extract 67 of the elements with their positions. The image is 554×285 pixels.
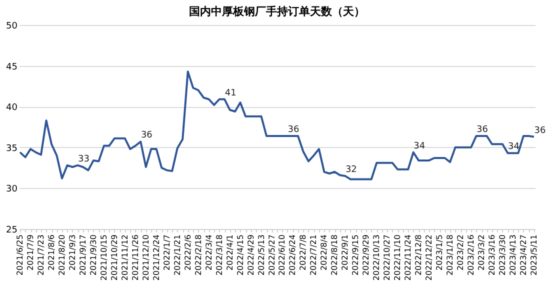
x-tick-label: 2022/1/7 — [162, 234, 172, 270]
data-label: 36 — [476, 124, 488, 135]
y-tick-label: 45 — [6, 62, 18, 72]
x-tick-label: 2022/12/8 — [414, 234, 424, 276]
y-tick-label: 50 — [6, 22, 18, 32]
x-tick-label: 2022/9/15 — [351, 234, 360, 276]
x-tick-label: 2023/4/13 — [508, 234, 518, 276]
x-tick-label: 2022/5/27 — [267, 234, 276, 276]
y-tick-label: 35 — [6, 144, 18, 154]
x-tick-label: 2023/1/5 — [435, 234, 444, 270]
data-label: 36 — [140, 130, 153, 141]
x-tick-label: 2023/5/11 — [529, 234, 538, 276]
data-label: 34 — [508, 142, 520, 152]
x-tick-label: 2023/2/2 — [456, 234, 466, 270]
x-tick-label: 2021/8/6 — [47, 234, 56, 270]
x-tick-label: 2022/1/21 — [172, 234, 182, 276]
x-tick-label: 2022/4/15 — [236, 234, 245, 276]
x-tick-label: 2022/2/18 — [194, 234, 203, 276]
data-label: 36 — [288, 124, 300, 135]
x-tick-label: 2022/11/24 — [404, 234, 413, 281]
x-tick-label: 2021/12/24 — [152, 234, 161, 281]
x-tick-label: 2023/3/16 — [488, 234, 496, 276]
x-tick-label: 2023/1/18 — [446, 234, 455, 276]
x-tick-label: 2022/11/10 — [393, 234, 402, 281]
x-tick-label: 2021/9/3 — [68, 234, 77, 270]
x-tick-label: 2021/10/29 — [110, 234, 119, 281]
x-tick-label: 2023/2/16 — [466, 234, 476, 276]
y-tick-label: 30 — [6, 184, 18, 195]
data-label: 32 — [345, 164, 357, 175]
x-tick-label: 2023/3/30 — [498, 234, 507, 276]
x-tick-label: 2022/4/1 — [225, 234, 234, 270]
x-tick-label: 2021/11/26 — [130, 234, 140, 281]
x-tick-label: 2022/9/1 — [340, 234, 350, 270]
x-tick-label: 2022/8/4 — [320, 234, 329, 270]
x-tick-label: 2021/8/20 — [58, 234, 66, 276]
data-label: 34 — [414, 141, 426, 152]
chart-title: 国内中厚板钢厂手持订单天数（天） — [189, 5, 365, 18]
x-tick-label: 2022/9/29 — [362, 234, 371, 276]
x-tick-label: 2022/4/29 — [246, 234, 256, 276]
x-tick-label: 2022/5/13 — [256, 234, 266, 276]
x-tick-label: 2021/7/9 — [26, 234, 36, 270]
x-tick-label: 2022/6/10 — [278, 234, 287, 276]
x-tick-label: 2023/3/2 — [477, 234, 486, 270]
x-tick-label: 2022/12/22 — [424, 234, 434, 281]
y-tick-label: 40 — [6, 103, 18, 114]
x-tick-label: 2021/9/30 — [88, 234, 98, 276]
x-tick-label: 2022/8/18 — [330, 234, 340, 276]
x-tick-label: 2023/4/27 — [518, 234, 528, 276]
x-tick-label: 2021/10/15 — [99, 234, 108, 281]
y-tick-label: 25 — [6, 226, 18, 236]
x-tick-label: 2022/6/24 — [288, 234, 298, 276]
data-label: 33 — [78, 154, 90, 164]
x-tick-label: 2021/7/23 — [36, 234, 46, 276]
x-tick-label: 2022/3/18 — [214, 234, 224, 276]
line-series — [19, 70, 535, 180]
x-tick-label: 2021/12/10 — [141, 234, 150, 281]
x-tick-label: 2022/10/27 — [382, 234, 392, 281]
x-tick-label: 2021/9/17 — [78, 234, 88, 276]
x-tick-label: 2021/6/25 — [16, 234, 25, 276]
data-label: 36 — [534, 126, 546, 136]
x-tick-label: 2022/7/21 — [309, 234, 318, 276]
x-tick-label: 2022/2/6 — [183, 234, 192, 270]
x-tick-label: 2021/11/12 — [120, 234, 130, 281]
x-tick-label: 2022/10/13 — [372, 234, 382, 281]
data-label: 41 — [224, 88, 236, 98]
x-tick-label: 2022/3/4 — [204, 234, 214, 270]
x-tick-label: 2022/7/8 — [298, 234, 308, 270]
